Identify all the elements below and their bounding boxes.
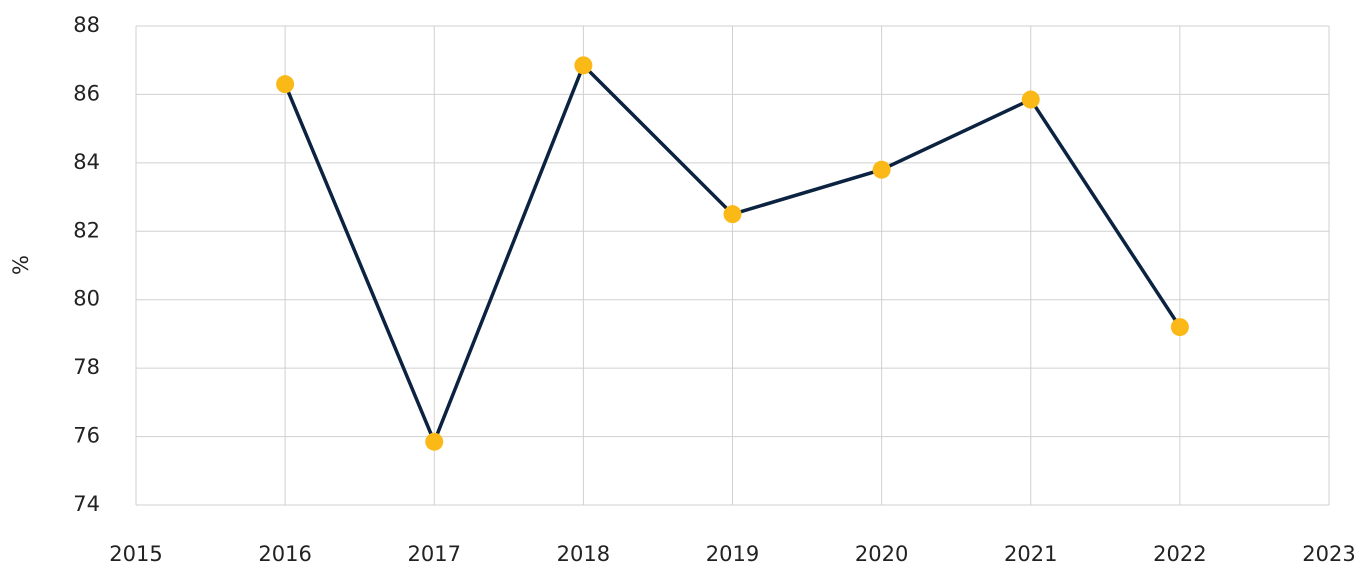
x-tick-label: 2023 [1302, 542, 1355, 566]
y-tick-label: 86 [73, 81, 100, 105]
marker [425, 432, 444, 451]
y-tick-label: 78 [73, 355, 100, 379]
x-tick-label: 2020 [855, 542, 908, 566]
marker [1170, 318, 1189, 337]
y-tick-label: 80 [73, 287, 100, 311]
marker [872, 160, 891, 179]
x-tick-label: 2022 [1153, 542, 1206, 566]
x-tick-label: 2018 [557, 542, 610, 566]
y-tick-label: 82 [73, 218, 100, 242]
x-tick-label: 2016 [258, 542, 311, 566]
x-tick-label: 2017 [408, 542, 461, 566]
y-tick-label: 88 [73, 13, 100, 37]
y-tick-label: 84 [73, 150, 100, 174]
marker [276, 75, 295, 94]
x-tick-label: 2021 [1004, 542, 1057, 566]
y-axis-label: % [9, 255, 33, 275]
x-tick-label: 2019 [706, 542, 759, 566]
y-tick-label: 74 [73, 492, 100, 516]
y-tick-label: 76 [73, 424, 100, 448]
x-tick-label: 2015 [109, 542, 162, 566]
marker [574, 56, 593, 75]
marker [1021, 90, 1040, 109]
marker [723, 205, 742, 224]
